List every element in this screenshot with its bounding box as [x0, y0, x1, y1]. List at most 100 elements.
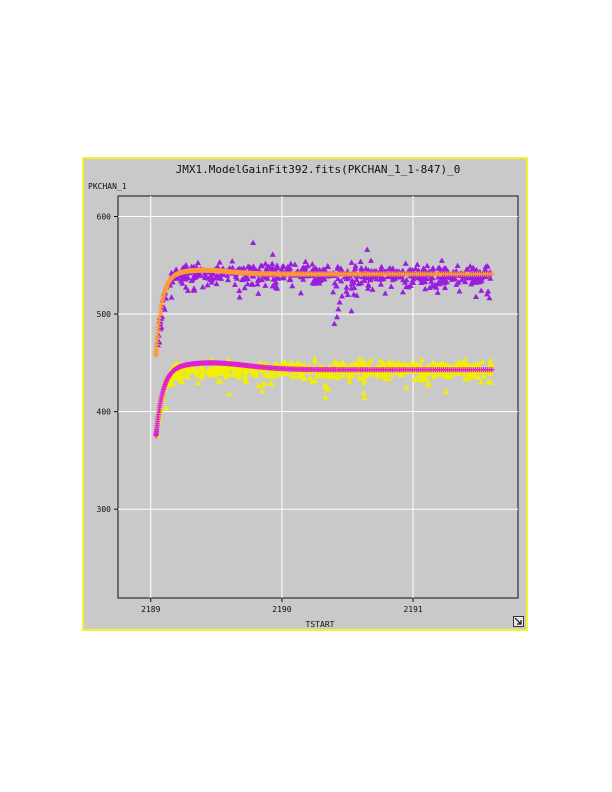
y-tick-label: 400 — [97, 408, 112, 417]
data-point — [180, 275, 187, 281]
data-point — [418, 377, 425, 383]
data-point — [202, 274, 209, 280]
data-point — [479, 274, 486, 281]
data-point — [399, 289, 406, 295]
data-point — [344, 370, 351, 376]
data-point — [255, 382, 262, 389]
fit-series — [153, 360, 495, 439]
data-point — [364, 246, 371, 252]
data-point — [273, 368, 280, 375]
data-point — [205, 365, 212, 372]
data-point — [300, 276, 307, 282]
grid — [118, 196, 518, 598]
data-point — [204, 369, 211, 376]
data-point — [464, 370, 471, 376]
data-point — [254, 281, 261, 287]
data-point — [172, 374, 179, 381]
data-point — [430, 370, 437, 376]
data-point — [471, 361, 478, 367]
data-point — [216, 364, 223, 371]
data-point — [204, 282, 211, 288]
data-point — [456, 288, 463, 294]
data-point — [412, 265, 419, 272]
chart-title: JMX1.ModelGainFit392.fits(PKCHAN_1_1-847… — [176, 163, 461, 176]
data-point — [428, 278, 435, 284]
data-point — [438, 257, 445, 263]
data-point — [298, 368, 305, 374]
data-point — [365, 267, 372, 273]
data-point — [358, 361, 365, 368]
data-point — [287, 360, 294, 366]
data-point — [481, 267, 488, 273]
data-point — [331, 320, 338, 327]
data-point — [348, 307, 355, 314]
data-point — [389, 265, 396, 271]
data-point — [319, 275, 326, 282]
data-point — [462, 278, 469, 285]
data-point — [228, 365, 235, 371]
data-point — [343, 275, 350, 282]
data-point — [309, 368, 316, 374]
data-point — [484, 291, 491, 297]
data-point — [273, 360, 280, 366]
data-point — [244, 280, 251, 287]
data-point — [442, 389, 449, 395]
data-point — [172, 267, 179, 273]
data-point — [435, 274, 442, 280]
y-tick-label: 600 — [97, 212, 112, 221]
x-tick-label: 2190 — [272, 605, 291, 614]
data-point — [434, 289, 441, 295]
data-point — [478, 277, 485, 284]
data-point — [182, 262, 189, 268]
data-point — [325, 263, 332, 269]
fit-series — [153, 267, 495, 358]
data-point — [436, 280, 443, 287]
data-point — [448, 276, 455, 282]
data-point — [437, 276, 444, 283]
x-tick-label: 2191 — [403, 605, 422, 614]
data-point — [339, 293, 346, 299]
data-point — [367, 275, 374, 281]
data-point — [424, 262, 431, 268]
data-point — [358, 265, 365, 272]
data-point — [362, 372, 369, 379]
data-point — [216, 272, 223, 279]
data-point — [473, 277, 480, 283]
axis-ticks: 2189 2190 2191 300 400 500 600 — [97, 212, 423, 614]
data-point — [217, 378, 224, 385]
data-point — [389, 276, 396, 283]
data-point — [343, 284, 350, 290]
data-point — [486, 294, 493, 301]
data-point — [224, 276, 231, 283]
data-point — [191, 274, 198, 280]
data-point — [270, 276, 277, 282]
data-point — [304, 262, 311, 269]
data-point — [259, 387, 266, 394]
data-point — [283, 267, 290, 273]
data-point — [262, 371, 269, 378]
data-point — [229, 258, 236, 264]
data-point — [229, 264, 236, 271]
data-point — [263, 267, 270, 273]
data-point — [322, 381, 329, 388]
data-point — [365, 281, 372, 287]
data-point — [338, 277, 345, 284]
data-point — [392, 361, 399, 368]
data-point — [459, 359, 466, 365]
data-point — [184, 287, 191, 293]
data-point — [403, 384, 410, 390]
data-point — [312, 276, 319, 282]
resize-handle[interactable] — [513, 616, 524, 627]
data-point — [239, 276, 246, 283]
data-point — [418, 371, 425, 378]
data-point — [430, 373, 437, 380]
data-point — [237, 367, 244, 373]
data-point — [401, 368, 408, 375]
measurement-series — [154, 239, 494, 348]
data-point — [429, 274, 436, 281]
data-point — [252, 368, 259, 374]
data-point — [334, 275, 341, 282]
data-point — [250, 239, 257, 246]
data-point — [248, 368, 255, 375]
data-point — [309, 261, 316, 267]
